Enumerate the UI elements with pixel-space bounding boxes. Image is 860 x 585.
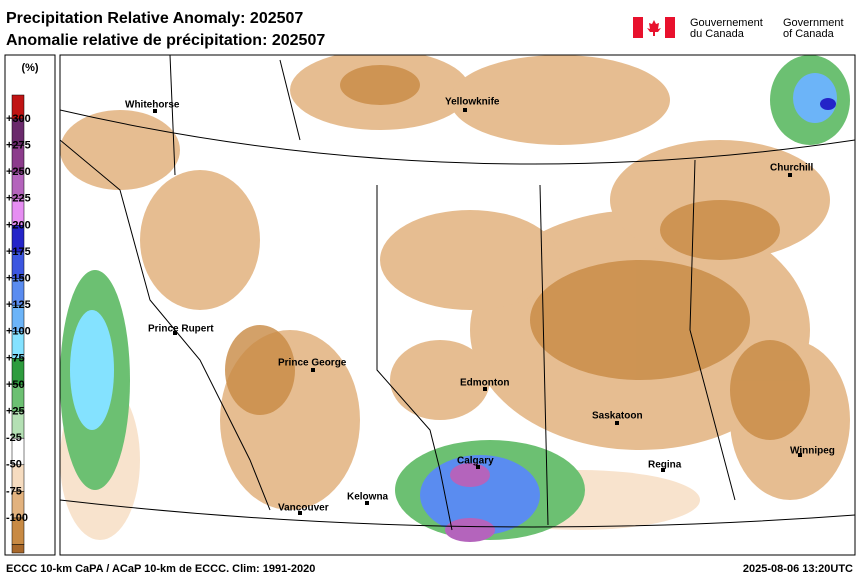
city-dot (615, 421, 619, 425)
city-label: Prince George (278, 358, 347, 369)
city-label: Churchill (770, 163, 814, 174)
map (59, 54, 856, 556)
legend-label: +100 (6, 326, 31, 338)
city-dot (298, 511, 302, 515)
city-dot (463, 108, 467, 112)
city-dot (173, 331, 177, 335)
title: Anomalie relative de précipitation: 2025… (6, 32, 325, 49)
legend: +300 +275 +250 +225 +200 +175 +150 +125 +100 +75 +… (6, 94, 31, 554)
city-label: Winnipeg (790, 446, 835, 457)
legend-label: +175 (6, 246, 31, 258)
city-label: Yellowknife (445, 97, 500, 108)
city-label: Regina (648, 460, 682, 471)
gov-name: Gouvernement (690, 17, 763, 29)
city-dot (483, 387, 487, 391)
canada-flag (633, 17, 675, 38)
legend-label: +225 (6, 193, 31, 205)
city-dot (798, 453, 802, 457)
city-label: Whitehorse (125, 100, 180, 111)
legend-label: +150 (6, 273, 31, 285)
city-label: Kelowna (347, 492, 389, 503)
city-dot (788, 173, 792, 177)
city-label: Prince Rupert (148, 324, 214, 335)
legend-label: +300 (6, 113, 31, 125)
city-dot (365, 501, 369, 505)
legend-label: -100 (6, 512, 28, 524)
legend-label: +275 (6, 140, 31, 152)
city-dot (311, 368, 315, 372)
legend-label: +50 (6, 379, 25, 391)
legend-label: +250 (6, 166, 31, 178)
legend-label: +75 (6, 352, 25, 364)
legend-unit: (%) (21, 62, 38, 74)
footer-source: ECCC 10-km CaPA / ACaP 10-km de ECCC. Cl… (6, 563, 315, 575)
city-dot (476, 465, 480, 469)
city-label: Calgary (457, 456, 494, 467)
legend-label: +25 (6, 406, 25, 418)
legend-label: -75 (6, 485, 22, 497)
cities: Whitehorse Yellowknife Churchill Prince Rup… (125, 97, 835, 515)
legend-label: +200 (6, 219, 31, 231)
title: Precipitation Relative Anomaly: 202507 (6, 10, 303, 27)
city-label: Edmonton (460, 378, 509, 389)
gov-name: Government (783, 17, 844, 29)
legend-label: +125 (6, 299, 31, 311)
city-dot (153, 109, 157, 113)
city-label: Saskatoon (592, 411, 643, 422)
footer-timestamp: 2025-08-06 13:20UTC (743, 563, 853, 575)
legend-swatch (11, 544, 25, 554)
gov-name: of Canada (783, 28, 835, 40)
city-label: Vancouver (278, 503, 329, 514)
legend-label: -50 (6, 459, 22, 471)
gov-name: du Canada (690, 28, 745, 40)
legend-label: -25 (6, 432, 22, 444)
city-dot (661, 468, 665, 472)
